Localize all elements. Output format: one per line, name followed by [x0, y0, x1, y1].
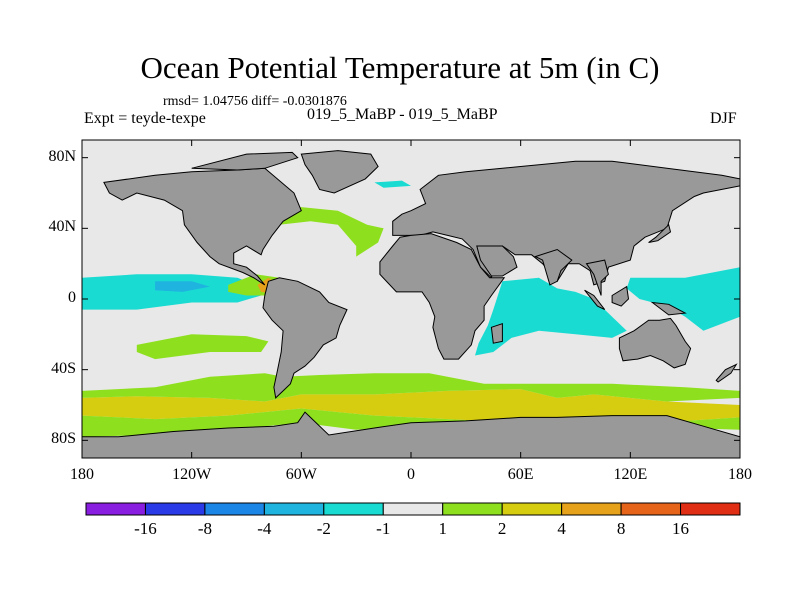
colorbar-swatch [85, 502, 146, 516]
land-new-zealand [715, 363, 738, 383]
colorbar-label: -2 [316, 519, 331, 538]
y-tick-label: 0 [68, 289, 76, 306]
x-tick-label: 120E [613, 466, 648, 483]
x-tick-label: 60E [507, 466, 534, 483]
colorbar-swatch [263, 502, 325, 516]
colorbar-label: 4 [557, 519, 566, 538]
anomaly-southern-ocean-yellow [82, 389, 740, 423]
colorbar-swatch [680, 502, 741, 516]
colorbar-label: 8 [616, 519, 626, 538]
anomaly-arctic-atlantic-cyan [374, 180, 411, 188]
experiment-label: Expt = teyde-texpe [84, 110, 206, 127]
land-south-america [262, 277, 348, 399]
land-japan [648, 223, 672, 243]
anomaly-tropical-pacific-blue [155, 281, 210, 292]
colorbar-label: -8 [197, 519, 212, 538]
y-tick-label: 40N [48, 218, 76, 236]
colorbar-label: -16 [134, 519, 157, 538]
colorbar-swatch [561, 502, 622, 516]
land-madagascar [490, 323, 503, 344]
land-sumatra [584, 289, 606, 311]
land-australia [618, 317, 692, 369]
anomaly-north-atlantic-green [273, 207, 384, 257]
land-india [533, 248, 573, 286]
land-north-america [103, 167, 302, 286]
ticks-layer [81, 140, 741, 458]
colorbar-swatch [144, 502, 206, 516]
x-tick-label: 180 [70, 466, 94, 483]
land-layer [82, 150, 740, 458]
land-africa [379, 233, 506, 360]
chart-title: Ocean Potential Temperature at 5m (in C) [140, 50, 660, 85]
y-tick-label: 80N [48, 147, 76, 165]
y-tick-label: 80S [51, 430, 76, 448]
land-borneo [611, 285, 630, 307]
colorbar [85, 502, 741, 516]
anomaly-indian-ocean-cyan [475, 277, 627, 356]
colorbar-swatch [620, 502, 682, 516]
x-tick-label: 0 [407, 466, 415, 483]
x-tick-label: 180 [728, 466, 752, 483]
colorbar-swatch [501, 502, 563, 516]
y-tick-label: 40S [51, 359, 76, 377]
colorbar-label: 2 [497, 519, 507, 538]
comparison-label: 019_5_MaBP - 019_5_MaBP [307, 106, 498, 123]
colorbar-label: -4 [257, 519, 272, 538]
land-canadian-arctic [191, 151, 299, 171]
anomaly-west-pacific-cyan [626, 267, 740, 331]
x-tick-label: 120W [172, 466, 212, 483]
colorbar-swatch [382, 502, 444, 516]
colorbar-label: 16 [672, 519, 690, 538]
land-indochina [585, 259, 609, 296]
anomaly-southern-ocean-green [82, 373, 740, 402]
colorbar-label: 1 [438, 519, 447, 538]
land-greenland [300, 150, 379, 194]
anomaly-tropical-pacific-cyan [82, 274, 262, 310]
colorbar-label: -1 [376, 519, 391, 538]
anomaly-south-pacific-green [136, 334, 269, 360]
colorbar-swatch [323, 502, 384, 516]
colorbar-swatch [442, 502, 503, 516]
season-label: DJF [710, 110, 737, 127]
stats-line: rmsd= 1.04756 diff= -0.0301876 [163, 94, 347, 109]
land-arabia [476, 245, 518, 277]
x-tick-label: 60W [285, 466, 317, 483]
land-antarctica [82, 411, 740, 458]
colorbar-swatch [204, 502, 265, 516]
land-new-guinea [650, 301, 687, 316]
